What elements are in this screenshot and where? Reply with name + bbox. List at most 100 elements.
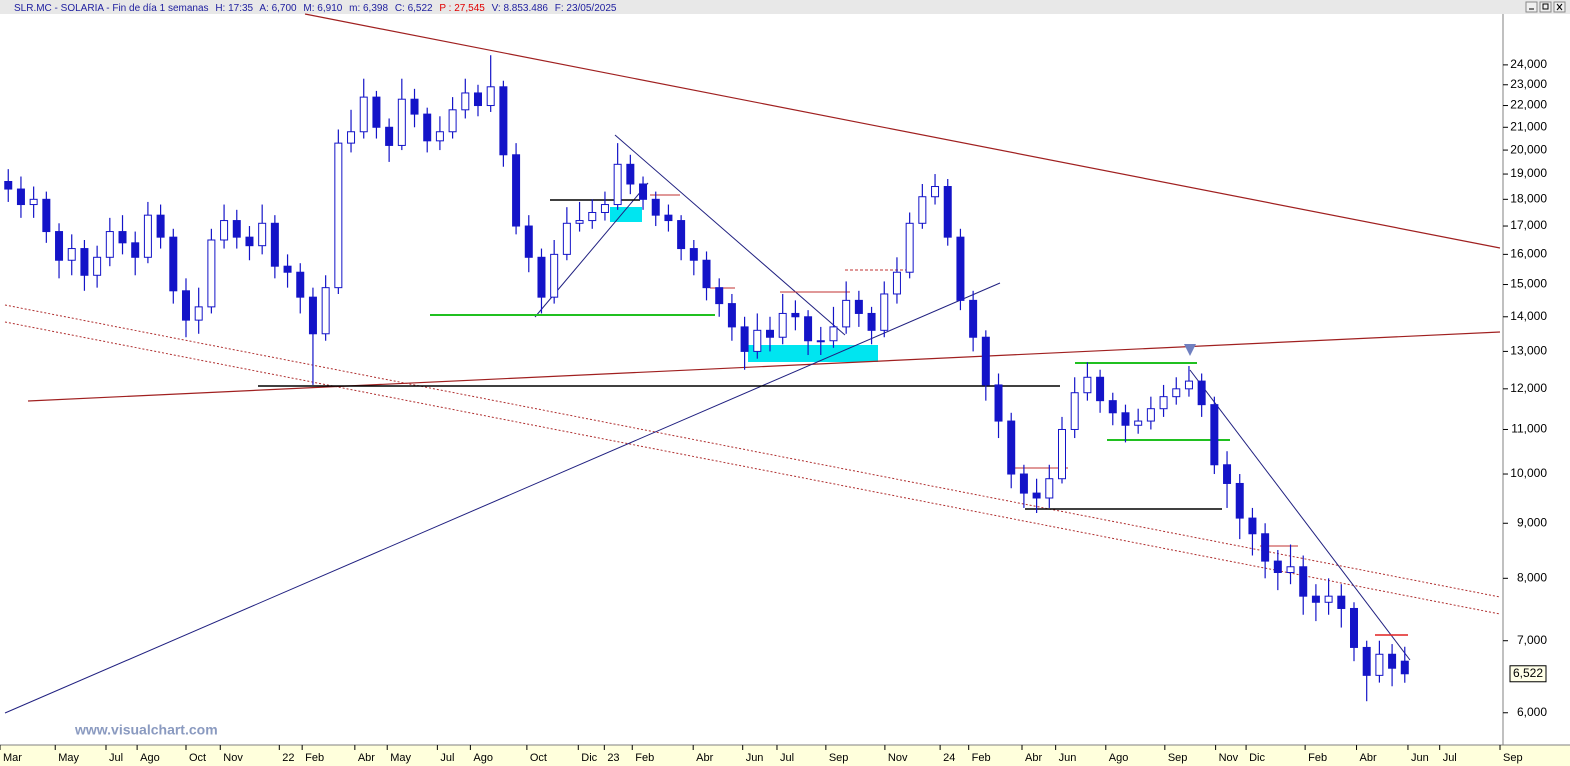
- candle-body: [969, 299, 978, 338]
- candle-body: [80, 248, 89, 276]
- candle-body: [156, 214, 165, 238]
- header-change: P : 27,545: [439, 3, 485, 14]
- x-tick-label: Jul: [1443, 752, 1457, 764]
- x-tick-label: Jun: [1411, 752, 1429, 764]
- candle-body: [131, 242, 140, 258]
- candle-body: [258, 222, 267, 247]
- candle-body: [702, 259, 711, 289]
- channel-line: [4, 304, 1501, 598]
- candle-body: [1096, 376, 1105, 402]
- candle-body: [1337, 595, 1346, 609]
- candle-body: [1172, 388, 1181, 398]
- candle-body: [892, 271, 901, 295]
- candle-body: [588, 211, 597, 222]
- candle-body: [1375, 653, 1384, 676]
- y-tick-label: 22,000: [1510, 98, 1547, 112]
- header-text: SLR.MC - SOLARIA - Fin de día 1 semanas …: [14, 3, 617, 14]
- y-tick-label: 7,000: [1517, 633, 1547, 647]
- candle-body: [1324, 595, 1333, 603]
- y-tick-label: 19,000: [1510, 166, 1547, 180]
- y-tick-label: 21,000: [1510, 119, 1547, 133]
- candle-body: [1032, 492, 1041, 499]
- candle-body: [562, 222, 571, 255]
- candle-body: [842, 299, 851, 328]
- y-tick-label: 15,000: [1510, 277, 1547, 291]
- header-high: M: 6,910: [303, 3, 342, 14]
- x-tick-label: Ago: [1109, 752, 1129, 764]
- candle-body: [461, 92, 470, 111]
- candle-body: [956, 236, 965, 301]
- x-tick-label: Abr: [358, 752, 375, 764]
- candle-body: [1362, 646, 1371, 676]
- candle-body: [181, 290, 190, 321]
- x-tick-label: Oct: [530, 752, 547, 764]
- candle-body: [1019, 473, 1028, 494]
- candle-body: [639, 183, 648, 200]
- y-tick-label: 14,000: [1510, 309, 1547, 323]
- x-tick-label: Abr: [1360, 752, 1377, 764]
- x-tick-label: Jul: [780, 752, 794, 764]
- y-tick-label: 8,000: [1517, 570, 1547, 584]
- candle-body: [4, 180, 13, 190]
- candle-body: [42, 198, 51, 233]
- y-tick-label: 18,000: [1510, 191, 1547, 205]
- x-tick-label: Dic: [1249, 752, 1265, 764]
- candle-body: [651, 198, 660, 216]
- y-tick-label: 6,000: [1517, 705, 1547, 719]
- x-tick-label: Feb: [635, 752, 654, 764]
- last-price-box: [1509, 665, 1547, 683]
- header-time: H: 17:35: [215, 3, 253, 14]
- y-tick-label: 13,000: [1510, 344, 1547, 358]
- candle-body: [194, 306, 203, 321]
- candle-body: [613, 163, 622, 206]
- candle-body: [791, 312, 800, 318]
- x-tick-label: Feb: [305, 752, 324, 764]
- x-tick-label: Feb: [972, 752, 991, 764]
- candle-body: [245, 236, 254, 247]
- candle-body: [550, 253, 559, 298]
- candle-body: [765, 329, 774, 338]
- maximize-button[interactable]: [1539, 1, 1552, 13]
- x-tick-label: Ago: [473, 752, 493, 764]
- candle-body: [1273, 560, 1282, 574]
- candle-body: [677, 220, 686, 250]
- x-tick-label: 22: [282, 752, 294, 764]
- candle-body: [105, 231, 114, 258]
- header-symbol: SLR.MC - SOLARIA - Fin de día 1 semanas: [14, 3, 209, 14]
- trendline: [1189, 369, 1411, 661]
- x-tick-label: Sep: [829, 752, 849, 764]
- candle-body: [880, 293, 889, 331]
- candle-body: [397, 98, 406, 146]
- candle-body: [1083, 376, 1092, 394]
- x-tick-label: Nov: [888, 752, 908, 764]
- y-tick-label: 24,000: [1510, 57, 1547, 71]
- y-tick-label: 11,000: [1511, 422, 1547, 436]
- y-tick-label: 9,000: [1517, 515, 1547, 529]
- candle-body: [372, 96, 381, 128]
- candle-body: [1299, 566, 1308, 597]
- y-tick-label: 12,000: [1510, 381, 1547, 395]
- header-close: C: 6,522: [395, 3, 433, 14]
- window-buttons[interactable]: [1525, 1, 1566, 13]
- candle-body: [905, 222, 914, 273]
- x-tick-label: Jul: [109, 752, 123, 764]
- candle-body: [829, 326, 838, 342]
- candle-body: [473, 92, 482, 107]
- x-tick-label: Jun: [746, 752, 764, 764]
- x-tick-label: May: [58, 752, 79, 764]
- candle-body: [55, 231, 64, 261]
- watermark: www.visualchart.com: [74, 722, 218, 738]
- candle-body: [93, 256, 102, 276]
- candle-body: [1045, 478, 1054, 499]
- candle-body: [1108, 400, 1117, 414]
- icon: [1556, 3, 1563, 11]
- minimize-button[interactable]: [1525, 1, 1538, 13]
- candle-body: [512, 154, 521, 227]
- last-price-label: 6,522: [1513, 666, 1543, 680]
- x-axis-band: [0, 745, 1570, 766]
- candle-body: [448, 109, 457, 133]
- candle-body: [270, 222, 279, 267]
- candle-body: [1070, 392, 1079, 430]
- drawings: [4, 13, 1501, 714]
- candle-body: [1159, 396, 1168, 410]
